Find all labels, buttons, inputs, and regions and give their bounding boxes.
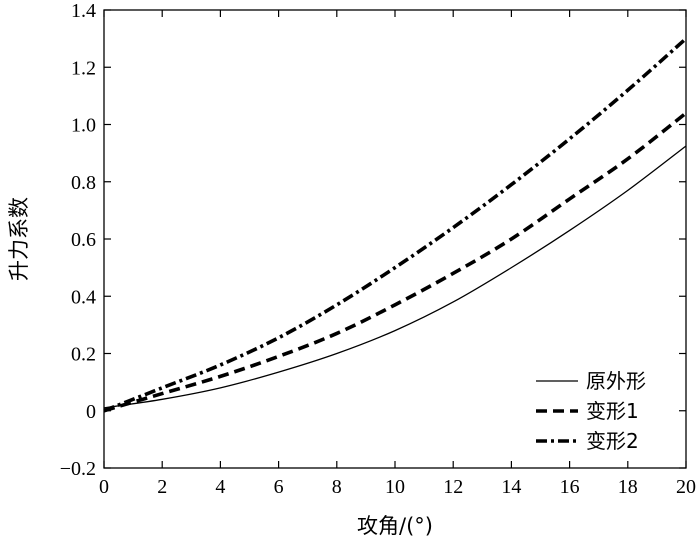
y-axis-title: 升力系数 [7, 197, 31, 281]
y-tick-label: 0 [86, 401, 96, 423]
y-tick-label: 0.2 [71, 344, 96, 366]
series-lines [103, 37, 688, 413]
x-tick-label: 2 [157, 476, 167, 498]
series-line-2 [103, 111, 688, 413]
x-tick-label: 14 [501, 476, 521, 498]
y-tick-label: −0.2 [60, 458, 96, 480]
y-tick-label: 0.6 [71, 229, 96, 251]
series-line-1 [103, 145, 687, 409]
x-tick-label: 10 [385, 476, 405, 498]
x-tick-label: 12 [443, 476, 463, 498]
axis-ticks: 0 2 4 6 8 10 12 14 16 18 20−0.200.20.40.60.81.01.2… [60, 0, 696, 498]
y-tick-label: 1.4 [71, 0, 96, 22]
x-tick-label: 6 [274, 476, 284, 498]
legend-label-2: 变形1 [586, 399, 639, 423]
x-tick-label: 4 [215, 476, 225, 498]
x-tick-label: 8 [332, 476, 342, 498]
y-tick-label: 0.4 [71, 286, 96, 308]
x-axis-title: 攻角/(°) [357, 514, 433, 538]
x-tick-label: 20 [676, 476, 696, 498]
x-tick-label: 16 [560, 476, 580, 498]
y-tick-label: 1.0 [71, 115, 96, 137]
x-tick-label: 18 [618, 476, 638, 498]
legend-label-1: 原外形 [586, 369, 646, 393]
x-tick-label: 0 [99, 476, 109, 498]
legend-label-3: 变形2 [586, 429, 639, 453]
y-tick-label: 0.8 [71, 172, 96, 194]
y-tick-label: 1.2 [71, 57, 96, 79]
series-line-3 [103, 37, 688, 413]
